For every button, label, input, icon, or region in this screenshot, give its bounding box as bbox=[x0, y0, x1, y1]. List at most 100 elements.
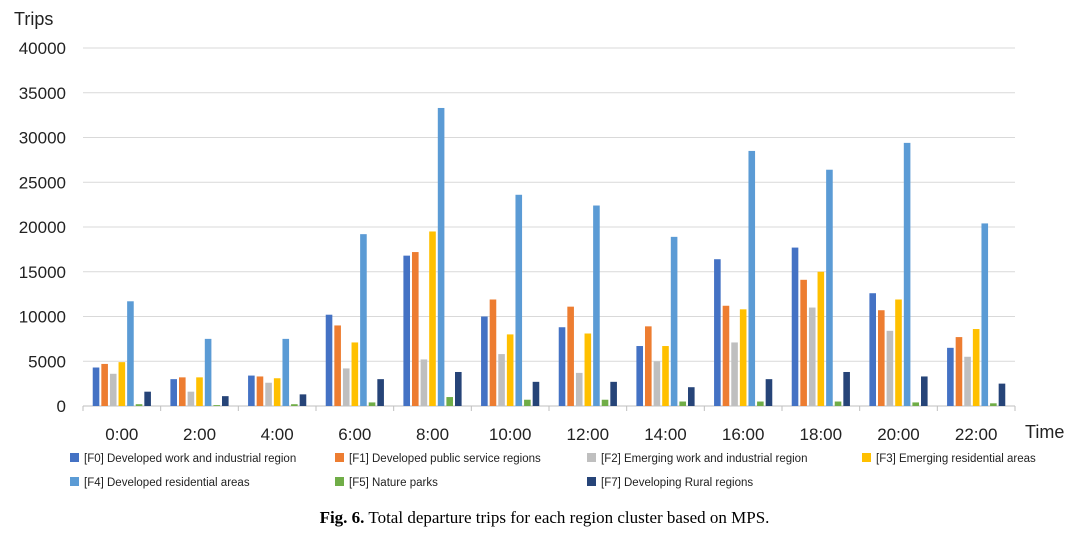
legend-label: [F7] Developing Rural regions bbox=[601, 477, 753, 489]
bar-chart: 0 5000 10000 15000 20000 25000 30000 35000 40000… bbox=[14, 9, 1064, 489]
legend-swatch bbox=[70, 477, 79, 486]
bar bbox=[670, 236, 678, 406]
bar bbox=[282, 338, 290, 406]
y-tick-label: 30000 bbox=[19, 129, 66, 148]
legend-swatch bbox=[862, 453, 871, 462]
bar bbox=[990, 403, 997, 406]
x-tick-label: 14:00 bbox=[644, 425, 687, 444]
bar bbox=[558, 327, 566, 406]
bar bbox=[273, 378, 281, 406]
bar bbox=[118, 362, 126, 406]
bar bbox=[481, 316, 488, 406]
bar bbox=[998, 383, 1006, 406]
bar bbox=[265, 382, 272, 406]
x-tick-label: 16:00 bbox=[722, 425, 765, 444]
legend-label: [F2] Emerging work and industrial region bbox=[601, 453, 807, 465]
bar bbox=[714, 259, 721, 406]
bar bbox=[412, 252, 419, 406]
bar bbox=[248, 375, 255, 406]
bar bbox=[584, 333, 592, 406]
bar bbox=[455, 371, 462, 406]
bar bbox=[593, 205, 600, 406]
figure-caption: Fig. 6. Total departure trips for each r… bbox=[0, 508, 1089, 528]
bar bbox=[601, 399, 609, 406]
bar bbox=[955, 337, 963, 406]
y-tick-label: 25000 bbox=[19, 173, 66, 192]
x-tick-label: 2:00 bbox=[183, 425, 216, 444]
bar bbox=[524, 399, 531, 406]
bar bbox=[610, 381, 617, 406]
bar bbox=[299, 394, 307, 406]
bar bbox=[144, 391, 151, 406]
bar bbox=[377, 379, 384, 406]
bar bbox=[429, 231, 436, 406]
legend-label: [F3] Emerging residential areas bbox=[876, 453, 1036, 465]
y-axis-ticks: 0 5000 10000 15000 20000 25000 30000 35000 40000 bbox=[19, 39, 66, 416]
bar bbox=[765, 379, 773, 406]
legend: [F0] Developed work and industrial regio… bbox=[70, 453, 1036, 489]
x-tick-label: 20:00 bbox=[877, 425, 920, 444]
bar bbox=[826, 169, 833, 406]
y-tick-label: 35000 bbox=[19, 84, 66, 103]
bar bbox=[817, 271, 825, 406]
legend-swatch bbox=[587, 477, 596, 486]
bar bbox=[403, 255, 410, 406]
bar bbox=[947, 347, 954, 406]
bar bbox=[834, 401, 842, 406]
y-axis-label: Trips bbox=[14, 9, 53, 29]
bar bbox=[368, 402, 376, 406]
bar bbox=[334, 325, 341, 406]
bar bbox=[196, 377, 203, 406]
bar bbox=[291, 404, 298, 406]
y-tick-label: 40000 bbox=[19, 39, 66, 58]
legend-swatch bbox=[335, 453, 344, 462]
bar bbox=[92, 367, 100, 406]
bar bbox=[731, 342, 738, 406]
bar bbox=[351, 342, 359, 406]
bar bbox=[498, 354, 505, 406]
y-tick-label: 20000 bbox=[19, 218, 66, 237]
bar bbox=[109, 373, 117, 406]
bar bbox=[101, 363, 108, 406]
x-axis-ticks: 0:00 2:00 4:00 6:00 8:00 10:00 12:00 14:00 16:00… bbox=[82, 406, 1016, 444]
x-tick-label: 22:00 bbox=[955, 425, 998, 444]
caption-text: Total departure trips for each region cl… bbox=[364, 508, 770, 527]
bar bbox=[636, 346, 643, 406]
bar bbox=[972, 329, 980, 406]
bar bbox=[222, 396, 229, 406]
bar bbox=[446, 397, 453, 406]
bar bbox=[645, 326, 652, 406]
x-tick-label: 6:00 bbox=[338, 425, 371, 444]
bar bbox=[213, 405, 220, 406]
bar bbox=[204, 338, 212, 406]
y-tick-label: 0 bbox=[57, 397, 66, 416]
bar bbox=[489, 299, 497, 406]
bar bbox=[515, 194, 523, 406]
x-tick-label: 12:00 bbox=[567, 425, 610, 444]
x-tick-label: 4:00 bbox=[261, 425, 294, 444]
caption-label: Fig. 6. bbox=[319, 508, 365, 527]
x-tick-label: 0:00 bbox=[105, 425, 138, 444]
bar bbox=[127, 301, 134, 406]
bar bbox=[179, 377, 186, 406]
bar bbox=[903, 142, 911, 406]
bar bbox=[878, 310, 885, 406]
bar bbox=[808, 307, 816, 406]
x-tick-label: 18:00 bbox=[800, 425, 843, 444]
bar bbox=[757, 401, 764, 406]
y-tick-label: 15000 bbox=[19, 263, 66, 282]
bar bbox=[135, 404, 143, 406]
bar bbox=[921, 376, 928, 406]
x-tick-label: 10:00 bbox=[489, 425, 532, 444]
legend-label: [F1] Developed public service regions bbox=[349, 453, 541, 465]
bar bbox=[420, 359, 428, 406]
legend-label: [F0] Developed work and industrial regio… bbox=[84, 453, 296, 465]
bar bbox=[187, 391, 195, 406]
bar bbox=[912, 402, 919, 406]
bar bbox=[748, 150, 756, 406]
bar bbox=[325, 314, 333, 406]
bar bbox=[575, 372, 583, 406]
bar bbox=[843, 371, 850, 406]
bar bbox=[679, 401, 686, 406]
bar bbox=[895, 299, 902, 406]
